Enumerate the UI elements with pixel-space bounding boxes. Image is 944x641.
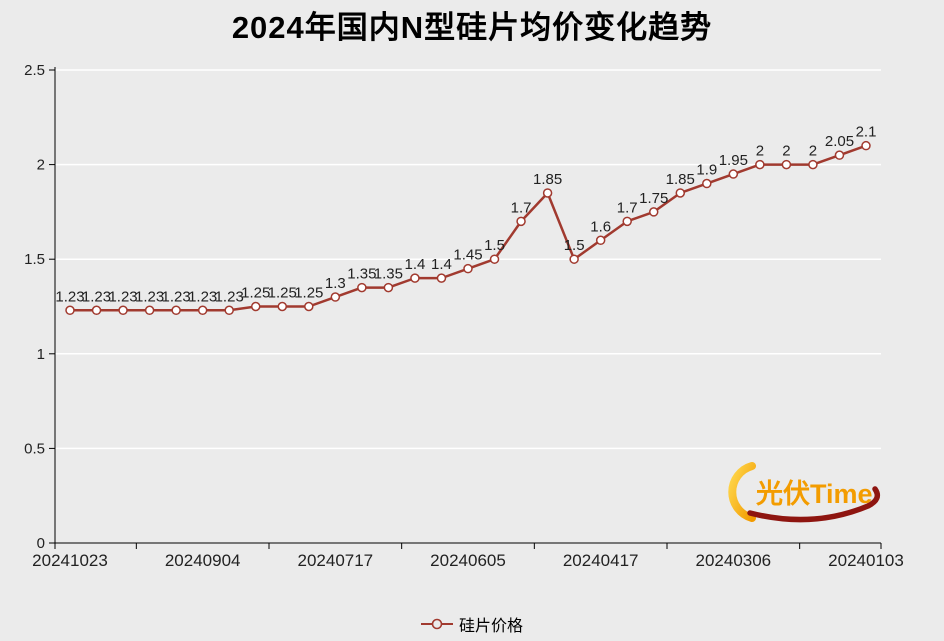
data-point-label: 1.23 [215,288,244,305]
logo-text: 光伏Time [755,479,873,509]
data-point-label: 1.25 [294,285,323,302]
logo-swoosh-icon [747,486,881,523]
data-point-marker[interactable] [330,292,341,302]
data-point-marker[interactable] [91,305,102,316]
data-point-marker[interactable] [834,150,845,160]
data-point-marker[interactable] [197,305,208,316]
data-point-marker[interactable] [357,282,367,293]
data-point-label: 1.23 [188,288,217,305]
data-point-marker[interactable] [648,207,659,217]
legend[interactable]: 硅片价格 [0,612,944,636]
data-point-marker[interactable] [224,305,234,316]
data-point-label: 1.6 [590,218,611,235]
data-point-marker[interactable] [861,140,871,151]
y-tick-label: 2 [37,157,45,174]
x-tick-label: 20241023 [32,551,108,570]
data-point-label: 2.1 [856,124,877,141]
data-point-label: 1.25 [268,285,297,302]
data-point-label: 1.5 [564,237,585,254]
data-point-marker[interactable] [675,188,686,198]
data-point-label: 1.7 [617,199,638,216]
y-tick-label: 0 [37,535,45,552]
y-tick-label: 1 [37,346,45,363]
data-point-label: 1.23 [108,288,137,305]
data-point-label: 1.23 [82,288,111,305]
data-point-marker[interactable] [410,273,420,283]
data-point-label: 1.4 [431,256,452,273]
x-tick-label: 20240717 [298,551,374,570]
legend-line-marker-icon [420,618,453,630]
x-tick-label: 20240306 [696,551,772,570]
data-point-label: 2 [756,143,764,160]
data-point-marker[interactable] [781,159,792,170]
data-point-label: 1.75 [639,190,668,207]
data-point-label: 1.35 [347,266,376,283]
data-point-label: 1.23 [135,288,164,305]
data-point-label: 1.35 [374,266,403,283]
y-tick-label: 1.5 [24,251,45,268]
data-point-label: 1.85 [533,171,562,188]
data-point-marker[interactable] [304,301,314,312]
data-point-label: 1.23 [55,288,84,305]
data-point-marker[interactable] [808,159,818,170]
data-point-label: 1.23 [162,288,191,305]
data-point-marker[interactable] [489,254,500,264]
data-point-label: 1.7 [511,199,532,216]
data-point-marker[interactable] [250,301,261,312]
data-point-label: 2 [782,143,790,160]
data-point-label: 1.25 [241,285,270,302]
data-point-marker[interactable] [118,305,128,316]
data-point-marker[interactable] [144,305,155,316]
data-point-marker[interactable] [542,188,553,198]
x-tick-label: 20240103 [828,551,904,570]
data-point-marker[interactable] [516,216,526,227]
data-point-marker[interactable] [702,178,712,189]
x-tick-label: 20240605 [430,551,506,570]
data-point-marker[interactable] [277,301,288,312]
data-point-marker[interactable] [622,216,632,227]
chart-title: 2024年国内N型硅片均价变化趋势 [231,10,713,45]
data-point-label: 1.3 [325,275,346,292]
data-point-label: 1.85 [666,171,695,188]
data-point-marker[interactable] [595,235,606,246]
data-point-marker[interactable] [65,305,75,316]
price-trend-chart: 0 0.5 1 1.5 2 2.5 20241023 20240904 20240717 2024… [24,62,904,570]
data-point-label: 1.95 [719,152,748,169]
data-point-marker[interactable] [755,159,765,170]
data-point-marker[interactable] [728,169,739,179]
data-point-marker[interactable] [383,282,394,293]
data-point-marker[interactable] [463,263,473,274]
data-point-marker[interactable] [436,273,447,283]
price-line-series [70,144,867,312]
data-point-label: 1.9 [696,162,717,179]
data-point-marker[interactable] [569,254,579,264]
x-tick-label: 20240417 [563,551,639,570]
x-tick-label: 20240904 [165,551,241,570]
data-point-label: 1.5 [484,237,505,254]
data-point-label: 2 [809,143,817,160]
logo-crescent-icon [728,462,756,522]
guangfu-time-logo: 光伏Time [728,462,881,523]
data-point-label: 2.05 [825,133,854,150]
data-point-marker[interactable] [171,305,181,316]
data-point-label: 1.45 [453,247,482,264]
data-point-label: 1.4 [405,256,426,273]
y-tick-label: 2.5 [24,62,45,79]
legend-label: 硅片价格 [458,618,523,635]
y-tick-label: 0.5 [24,440,45,457]
